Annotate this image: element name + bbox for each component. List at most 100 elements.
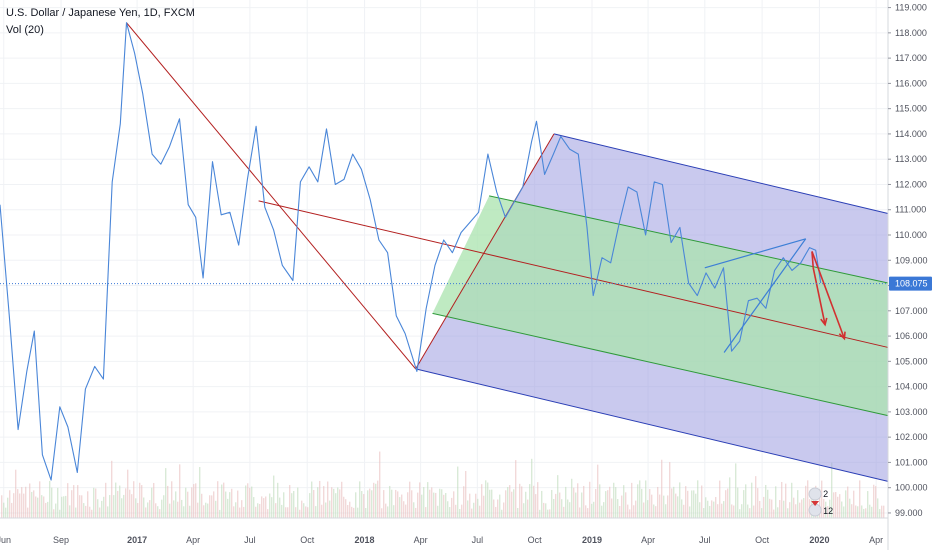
y-tick-label: 102.000 [895, 432, 928, 442]
volume-bar [723, 501, 725, 518]
volume-bar [481, 484, 483, 518]
volume-bar [669, 462, 671, 518]
volume-bar [475, 493, 477, 518]
x-tick-label: Jul [472, 535, 484, 545]
volume-bar [613, 482, 615, 518]
volume-bar [697, 480, 699, 518]
volume-bar [249, 487, 251, 518]
volume-bar [315, 506, 317, 518]
y-tick-label: 99.000 [895, 508, 923, 518]
annotations[interactable] [704, 238, 846, 353]
volume-bar [393, 505, 395, 518]
volume-bar [251, 486, 253, 518]
volume-bar [531, 458, 533, 518]
time-axis[interactable]: Jun Sep 2017 Apr Jul Oct 2018 Apr Jul Oct 2019 Apr J… [0, 517, 888, 545]
volume-bar [241, 500, 243, 518]
volume-bar [785, 483, 787, 518]
volume-bar [175, 491, 177, 518]
volume-bar [313, 490, 315, 518]
volume-bar [147, 502, 149, 518]
volume-bar [507, 487, 509, 518]
y-tick-label: 115.000 [895, 104, 927, 114]
volume-bar [189, 505, 191, 518]
volume-bar [91, 509, 93, 518]
volume-bar [819, 488, 821, 518]
volume-bar [35, 496, 37, 518]
volume-bar [827, 506, 829, 518]
volume-bar [657, 486, 659, 518]
volume-bar [181, 499, 183, 518]
volume-bar [651, 494, 653, 518]
volume-bar [849, 498, 851, 518]
volume-bar [433, 492, 435, 518]
y-tick-label: 109.000 [895, 255, 928, 265]
volume-bar [883, 505, 885, 518]
volume-bar [151, 487, 153, 518]
volume-bar [79, 495, 81, 518]
volume-bar [327, 481, 329, 518]
volume-bar [81, 495, 83, 518]
volume-indicator-label[interactable]: Vol (20) [6, 24, 44, 36]
volume-bar [583, 485, 585, 518]
volume-bar [155, 503, 157, 518]
volume-bar [451, 497, 453, 518]
volume-bar [667, 495, 669, 518]
volume-bar [695, 493, 697, 518]
volume-bar [283, 492, 285, 518]
volume-bar [67, 483, 69, 518]
trend-lines[interactable] [126, 22, 889, 370]
volume-bar [701, 485, 703, 518]
volume-bar [771, 499, 773, 518]
volume-bar [287, 507, 289, 518]
volume-bar [59, 509, 61, 518]
event-badge[interactable]: 2 12 [808, 487, 833, 517]
volume-bar [803, 498, 805, 518]
volume-bars [1, 451, 885, 518]
volume-bar [47, 501, 49, 518]
volume-bar [421, 494, 423, 518]
volume-bar [165, 468, 167, 518]
volume-bar [559, 492, 561, 518]
volume-bar [321, 504, 323, 518]
volume-bar [103, 496, 105, 518]
volume-bar [117, 490, 119, 518]
y-tick-label: 104.000 [895, 382, 928, 392]
volume-bar [179, 464, 181, 518]
volume-bar [257, 503, 259, 518]
volume-bar [649, 489, 651, 518]
volume-bar [51, 487, 53, 518]
volume-bar [121, 498, 123, 518]
volume-bar [269, 493, 271, 518]
pitchfork-channel[interactable] [415, 133, 889, 482]
symbol-title[interactable]: U.S. Dollar / Japanese Yen, 1D, FXCM [6, 7, 195, 19]
volume-bar [275, 503, 277, 518]
volume-bar [137, 503, 139, 518]
volume-bar [145, 507, 147, 518]
median-line [258, 200, 889, 348]
volume-bar [561, 499, 563, 518]
volume-bar [205, 502, 207, 518]
volume-bar [477, 498, 479, 518]
volume-bar [619, 505, 621, 518]
volume-bar [427, 482, 429, 518]
volume-bar [9, 490, 11, 518]
volume-bar [663, 495, 665, 518]
volume-bar [473, 502, 475, 518]
volume-bar [143, 497, 145, 518]
volume-bar [163, 495, 165, 518]
volume-bar [631, 482, 633, 518]
volume-bar [161, 499, 163, 518]
volume-bar [757, 488, 759, 518]
price-axis[interactable]: 99.000 100.000 101.000 102.000 103.000 104.00… [887, 0, 928, 550]
volume-bar [459, 508, 461, 518]
volume-bar [83, 503, 85, 518]
volume-bar [63, 496, 65, 518]
volume-bar [337, 487, 339, 518]
pitchfork-inner-lower-line [432, 312, 889, 417]
volume-bar [641, 488, 643, 518]
volume-bar [65, 495, 67, 518]
price-series [0, 22, 822, 481]
x-tick-label: Apr [869, 535, 883, 545]
